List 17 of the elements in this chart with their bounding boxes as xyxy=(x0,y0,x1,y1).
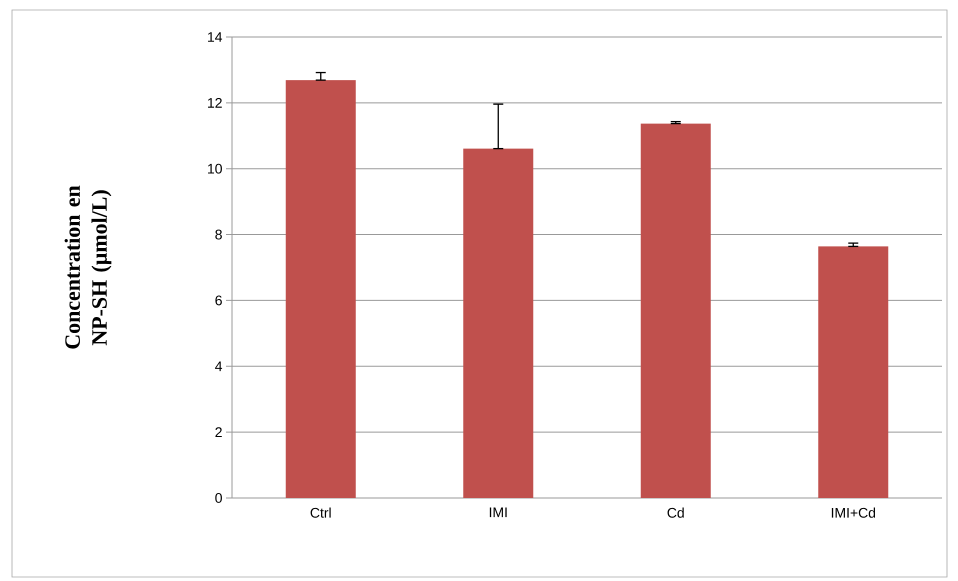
bar xyxy=(818,246,888,498)
bar xyxy=(286,80,356,498)
y-tick-label: 4 xyxy=(215,361,222,372)
y-tick-label: 12 xyxy=(208,98,222,108)
x-tick-label: IMI+Cd xyxy=(832,508,876,518)
x-tick-label: Cd xyxy=(668,508,684,518)
y-tick-label: 6 xyxy=(215,295,222,306)
y-tick-label: 2 xyxy=(215,427,222,437)
bar xyxy=(463,148,534,498)
bar xyxy=(640,124,711,498)
y-tick-label: 10 xyxy=(208,164,222,174)
x-tick-label: IMI xyxy=(490,508,507,518)
y-axis-title: Concentration en NP-SH (µmol/L) xyxy=(64,186,112,349)
y-tick-label: 14 xyxy=(208,32,222,42)
y-tick-label: 8 xyxy=(215,230,222,240)
y-tick-label: 0 xyxy=(215,493,222,503)
x-tick-label: Ctrl xyxy=(310,508,331,518)
